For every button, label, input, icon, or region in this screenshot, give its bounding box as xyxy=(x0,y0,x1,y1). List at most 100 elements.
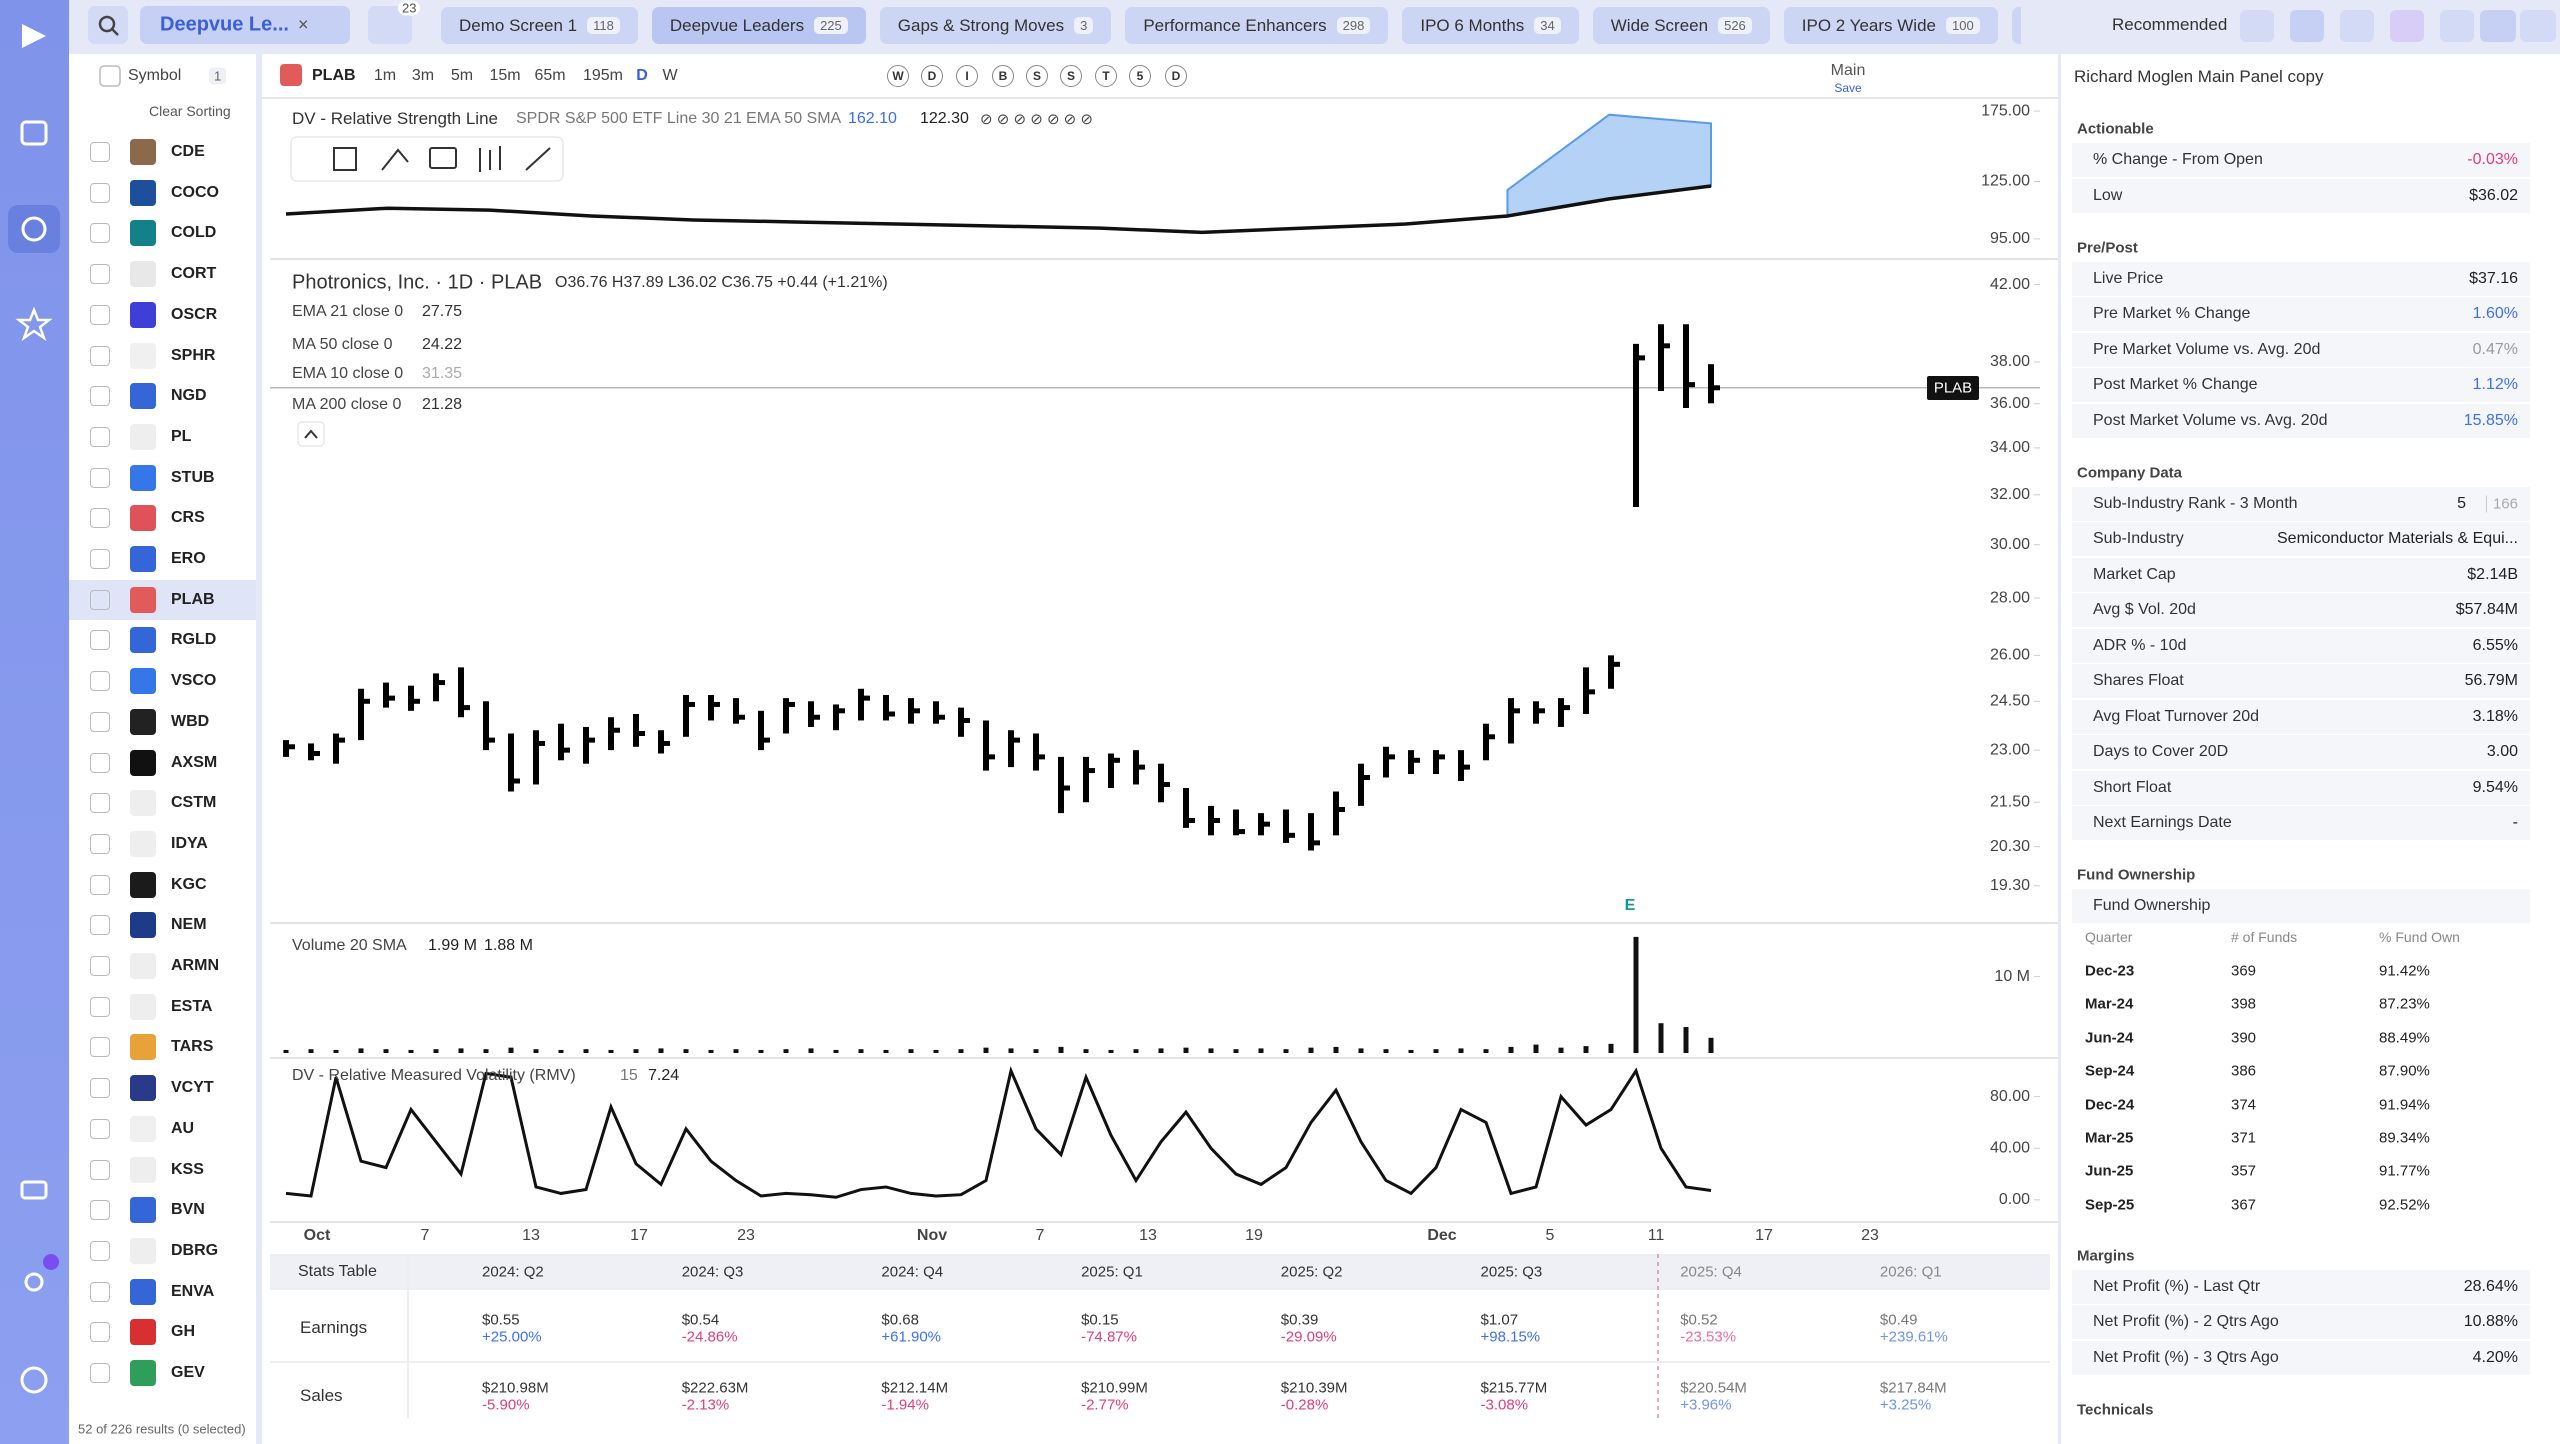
icon-button[interactable] xyxy=(2290,10,2324,42)
row-checkbox[interactable] xyxy=(90,956,110,976)
symbol[interactable]: TARS xyxy=(171,1038,214,1056)
row-checkbox[interactable] xyxy=(90,386,110,407)
screen-tab[interactable]: Performance Enhancers 298 xyxy=(1125,7,1389,44)
icon-button[interactable] xyxy=(2240,10,2274,42)
event-circle[interactable] xyxy=(956,65,978,87)
search-text[interactable]: Deepvue Le... xyxy=(160,13,289,36)
row-checkbox[interactable] xyxy=(90,142,110,162)
row-checkbox[interactable] xyxy=(90,1363,110,1383)
row-checkbox[interactable] xyxy=(90,630,110,651)
event-circle[interactable] xyxy=(921,65,943,87)
layout-name[interactable]: Main xyxy=(1830,62,1866,79)
symbol[interactable]: SPHR xyxy=(171,346,216,364)
interval[interactable]: 3m xyxy=(411,67,435,84)
layout-save[interactable]: Save xyxy=(1834,81,1862,95)
row-checkbox[interactable] xyxy=(90,833,110,854)
symbol[interactable]: NGD xyxy=(171,387,207,405)
row-checkbox[interactable] xyxy=(90,508,110,529)
symbol[interactable]: VCYT xyxy=(171,1079,214,1097)
nav-icon[interactable] xyxy=(20,120,48,146)
symbol[interactable]: ESTA xyxy=(171,997,213,1015)
row-checkbox[interactable] xyxy=(90,1281,110,1302)
row-checkbox[interactable] xyxy=(90,304,110,325)
row-checkbox[interactable] xyxy=(90,1078,110,1099)
symbol[interactable]: KGC xyxy=(171,875,207,893)
symbol[interactable]: OSCR xyxy=(171,305,218,323)
symbol[interactable]: GH xyxy=(171,1323,195,1341)
row-checkbox[interactable] xyxy=(90,426,110,447)
row-checkbox[interactable] xyxy=(90,915,110,936)
row-checkbox[interactable] xyxy=(90,1118,110,1139)
symbol[interactable]: PLAB xyxy=(171,590,215,608)
symbol[interactable]: DBRG xyxy=(171,1241,219,1259)
interval[interactable]: W xyxy=(662,67,678,84)
event-circle[interactable] xyxy=(1060,65,1082,87)
symbol[interactable]: BVN xyxy=(171,1201,205,1219)
screen-tab[interactable]: Gaps & Strong Moves 3 xyxy=(879,7,1112,44)
symbol[interactable]: GEV xyxy=(171,1364,205,1381)
watchlist-select[interactable] xyxy=(140,6,350,44)
row-checkbox[interactable] xyxy=(90,1240,110,1261)
toolbar-symbol[interactable]: PLAB xyxy=(312,67,356,84)
row-checkbox[interactable] xyxy=(90,671,110,692)
interval[interactable]: 1m xyxy=(373,67,397,84)
nav-icon[interactable] xyxy=(20,1180,48,1200)
row-checkbox[interactable] xyxy=(90,1037,110,1058)
symbol[interactable]: ARMN xyxy=(171,957,219,974)
panel-title[interactable]: Richard Moglen Main Panel copy xyxy=(2074,67,2324,86)
row-checkbox[interactable] xyxy=(90,549,110,569)
event-circle[interactable] xyxy=(1129,65,1151,87)
row-checkbox[interactable] xyxy=(90,1159,110,1180)
logo[interactable] xyxy=(22,24,46,48)
interval[interactable]: D xyxy=(636,67,648,84)
search-button[interactable] xyxy=(88,6,128,44)
row-checkbox[interactable] xyxy=(90,793,110,814)
row-checkbox[interactable] xyxy=(90,1200,110,1221)
interval[interactable]: 195m xyxy=(582,67,624,84)
icon-button[interactable] xyxy=(2440,10,2474,42)
event-circle[interactable] xyxy=(887,65,909,87)
nav-icon[interactable] xyxy=(15,306,53,342)
symbol[interactable]: PL xyxy=(171,427,192,445)
row-checkbox[interactable] xyxy=(90,264,110,285)
screen-tab[interactable]: IPO 2 Years Wide 100 xyxy=(1783,7,1998,44)
interval[interactable]: 65m xyxy=(534,67,566,84)
symbol[interactable]: RGLD xyxy=(171,631,217,649)
nav-icon[interactable] xyxy=(20,1366,48,1394)
row-checkbox[interactable] xyxy=(90,874,110,895)
symbol[interactable]: CDE xyxy=(171,143,205,160)
symbol[interactable]: CRS xyxy=(171,509,205,527)
icon-button[interactable] xyxy=(2390,10,2424,42)
nav-icon[interactable] xyxy=(21,216,47,242)
screen-tab[interactable]: Deepvue Leaders 225 xyxy=(651,7,866,44)
event-circle[interactable] xyxy=(1165,65,1187,87)
sort-select[interactable]: Recommended xyxy=(2112,15,2228,34)
row-checkbox[interactable] xyxy=(90,467,110,488)
symbol[interactable]: AU xyxy=(171,1119,195,1137)
row-checkbox[interactable] xyxy=(90,223,110,244)
event-circle[interactable] xyxy=(992,65,1014,87)
interval[interactable]: 5m xyxy=(450,67,474,84)
event-circle[interactable] xyxy=(1026,65,1048,87)
icon-button[interactable] xyxy=(2340,10,2374,42)
symbol[interactable]: COLD xyxy=(171,224,217,242)
screen-tab[interactable]: Demo Screen 1 118 xyxy=(441,7,638,44)
symbol[interactable]: WBD xyxy=(171,712,210,730)
row-checkbox[interactable] xyxy=(90,345,110,366)
symbol[interactable]: VSCO xyxy=(171,672,217,690)
row-checkbox[interactable] xyxy=(90,752,110,773)
symbol[interactable]: NEM xyxy=(171,916,207,934)
symbol[interactable]: STUB xyxy=(171,468,215,486)
row-checkbox[interactable] xyxy=(90,182,110,203)
row-checkbox[interactable] xyxy=(90,589,110,610)
symbol[interactable]: IDYA xyxy=(171,834,208,852)
nav-icon[interactable] xyxy=(24,1272,44,1292)
clear-sorting[interactable]: Clear Sorting xyxy=(149,103,231,119)
icon-button[interactable] xyxy=(2520,10,2556,42)
row-checkbox[interactable] xyxy=(90,711,110,732)
row-checkbox[interactable] xyxy=(90,1322,110,1343)
screen-tab[interactable]: IPO 6 Months 34 xyxy=(1402,7,1579,44)
interval[interactable]: 15m xyxy=(489,67,521,84)
row-checkbox[interactable] xyxy=(90,996,110,1017)
symbol[interactable]: ERO xyxy=(171,550,206,567)
